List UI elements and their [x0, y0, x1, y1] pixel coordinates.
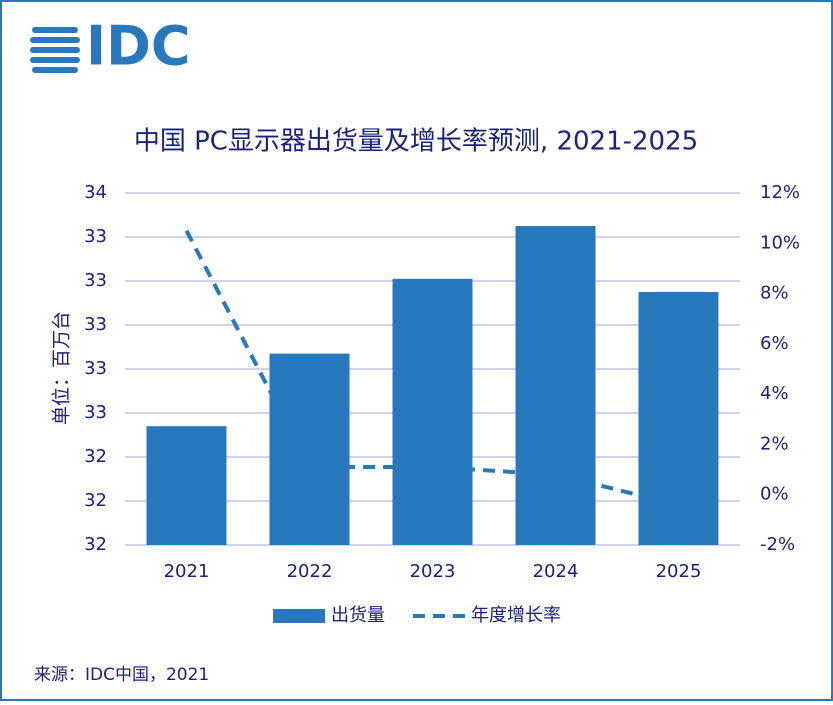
y2-tick-label: 6%: [760, 333, 789, 354]
y-tick-label: 33: [84, 270, 107, 291]
y-tick-label: 34: [84, 182, 107, 203]
y2-tick-label: 10%: [760, 232, 800, 253]
y-tick-label: 33: [84, 226, 107, 247]
bar: [269, 353, 350, 545]
y2-tick-label: 4%: [760, 383, 789, 404]
bar: [515, 226, 596, 545]
bar: [392, 278, 473, 545]
source: 来源：IDC中国，2021: [34, 665, 209, 685]
chart-title: 中国 PC显示器出货量及增长率预测, 2021-2025: [134, 127, 698, 157]
y-tick-label: 33: [84, 358, 107, 379]
legend-label: 出货量: [331, 605, 385, 626]
y2-tick-label: 8%: [760, 283, 789, 304]
y-tick-label: 32: [84, 490, 107, 511]
y2-tick-label: 2%: [760, 433, 789, 454]
x-tick-label: 2021: [164, 561, 210, 582]
y2-tick-label: 12%: [760, 182, 800, 203]
line: [184, 229, 679, 507]
bar: [146, 426, 227, 545]
x-tick-label: 2022: [287, 561, 333, 582]
y-tick-label: 32: [84, 534, 107, 555]
y-tick-label: 33: [84, 402, 107, 423]
legend-label: 年度增长率: [471, 605, 561, 626]
legend-swatch: [273, 609, 325, 623]
y2-tick-label: -2%: [760, 534, 795, 555]
x-tick-label: 2025: [656, 561, 702, 582]
logo-mark: [30, 27, 80, 73]
y-tick-label: 32: [84, 446, 107, 467]
logo-text: IDC: [86, 15, 191, 78]
y2-tick-label: 0%: [760, 484, 789, 505]
x-tick-label: 2024: [533, 561, 579, 582]
x-tick-label: 2023: [410, 561, 456, 582]
y-tick-label: 33: [84, 314, 107, 335]
y-axis-label: 单位：百万台: [51, 311, 73, 425]
bar: [638, 292, 719, 545]
